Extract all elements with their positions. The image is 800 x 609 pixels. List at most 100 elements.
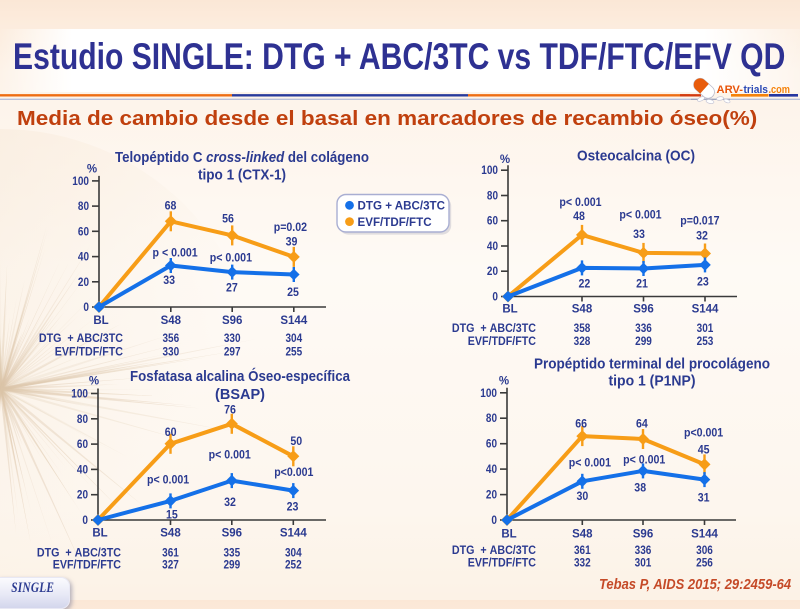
svg-text:306: 306: [696, 545, 713, 557]
svg-text:.com: .com: [769, 84, 791, 96]
svg-text:33: 33: [163, 273, 175, 287]
svg-text:38: 38: [634, 480, 646, 494]
svg-text:Osteocalcina (OC): Osteocalcina (OC): [577, 148, 695, 165]
svg-text:301: 301: [635, 558, 652, 570]
svg-text:p=0.017: p=0.017: [680, 214, 719, 228]
svg-text:253: 253: [697, 336, 714, 348]
svg-text:301: 301: [697, 323, 714, 335]
svg-text:S48: S48: [161, 315, 182, 327]
svg-text:60: 60: [77, 439, 88, 451]
svg-text:DTG + ABC/3TC: DTG + ABC/3TC: [452, 545, 536, 557]
svg-text:80: 80: [486, 413, 497, 425]
svg-text:p< 0.001: p< 0.001: [623, 453, 665, 467]
svg-text:336: 336: [635, 545, 652, 557]
svg-text:299: 299: [635, 336, 652, 348]
svg-text:361: 361: [574, 545, 591, 557]
svg-text:0: 0: [491, 515, 497, 527]
svg-text:tipo 1 (P1NP): tipo 1 (P1NP): [609, 373, 696, 390]
svg-text:DTG + ABC/3TC: DTG + ABC/3TC: [37, 547, 121, 559]
svg-text:trials: trials: [744, 84, 769, 96]
svg-text:297: 297: [224, 347, 241, 359]
svg-text:60: 60: [165, 425, 177, 439]
svg-text:66: 66: [575, 417, 587, 431]
svg-text:S144: S144: [692, 304, 719, 316]
svg-text:30: 30: [577, 489, 589, 503]
svg-text:256: 256: [696, 558, 713, 570]
svg-text:%: %: [499, 376, 509, 388]
svg-text:356: 356: [162, 333, 179, 345]
svg-text:p<0.001: p<0.001: [684, 426, 723, 440]
svg-text:DTG + ABC/3TC: DTG + ABC/3TC: [358, 200, 446, 213]
svg-text:31: 31: [698, 491, 710, 505]
svg-text:60: 60: [486, 439, 497, 451]
svg-text:100: 100: [72, 176, 89, 188]
svg-text:0: 0: [82, 515, 88, 527]
svg-text:BL: BL: [92, 528, 107, 540]
svg-text:%: %: [500, 154, 510, 166]
svg-text:21: 21: [636, 277, 648, 291]
svg-text:p< 0.001: p< 0.001: [147, 472, 189, 486]
svg-text:S144: S144: [280, 315, 307, 327]
svg-text:S96: S96: [222, 315, 242, 327]
svg-text:33: 33: [633, 227, 645, 241]
svg-text:p < 0.001: p < 0.001: [153, 245, 198, 259]
svg-text:DTG + ABC/3TC: DTG + ABC/3TC: [39, 333, 123, 345]
svg-text:64: 64: [636, 417, 648, 431]
svg-text:299: 299: [223, 559, 240, 571]
svg-text:ARV-: ARV-: [717, 84, 744, 96]
svg-text:S48: S48: [572, 529, 593, 541]
svg-text:40: 40: [78, 252, 89, 264]
svg-text:S96: S96: [222, 528, 242, 540]
svg-text:Propéptido terminal del procol: Propéptido terminal del procolágeno: [534, 356, 770, 373]
svg-text:80: 80: [77, 414, 88, 426]
svg-text:S144: S144: [691, 529, 718, 541]
svg-text:48: 48: [573, 209, 585, 223]
svg-text:32: 32: [224, 495, 236, 509]
svg-text:tipo 1 (CTX-1): tipo 1 (CTX-1): [198, 167, 286, 184]
svg-text:60: 60: [487, 216, 498, 228]
svg-text:(BSAP): (BSAP): [215, 386, 265, 403]
svg-text:335: 335: [223, 547, 240, 559]
svg-text:Fosfatasa alcalina Óseo-especí: Fosfatasa alcalina Óseo-específica: [130, 367, 351, 385]
svg-text:EVF/TDF/FTC: EVF/TDF/FTC: [468, 558, 536, 570]
svg-text:20: 20: [77, 490, 88, 502]
svg-text:EVF/TDF/FTC: EVF/TDF/FTC: [358, 216, 433, 229]
svg-text:%: %: [89, 376, 99, 388]
svg-text:25: 25: [287, 285, 299, 299]
svg-text:60: 60: [78, 226, 89, 238]
svg-text:255: 255: [285, 347, 302, 359]
svg-text:DTG + ABC/3TC: DTG + ABC/3TC: [452, 323, 536, 335]
svg-text:336: 336: [635, 323, 652, 335]
svg-text:p< 0.001: p< 0.001: [619, 208, 661, 222]
svg-text:100: 100: [71, 389, 88, 401]
svg-text:304: 304: [285, 333, 302, 345]
svg-text:56: 56: [222, 211, 234, 225]
svg-text:50: 50: [290, 434, 302, 448]
svg-text:330: 330: [224, 333, 241, 345]
svg-text:27: 27: [226, 280, 238, 294]
svg-text:S48: S48: [572, 304, 593, 316]
svg-text:p=0.02: p=0.02: [274, 220, 307, 234]
svg-text:EVF/TDF/FTC: EVF/TDF/FTC: [53, 559, 121, 571]
svg-text:39: 39: [286, 235, 298, 249]
svg-text:15: 15: [166, 508, 178, 522]
svg-text:p< 0.001: p< 0.001: [559, 195, 601, 209]
svg-text:40: 40: [77, 464, 88, 476]
svg-text:S48: S48: [160, 528, 181, 540]
svg-text:BL: BL: [93, 315, 108, 327]
svg-text:S96: S96: [633, 529, 653, 541]
svg-text:304: 304: [285, 547, 302, 559]
svg-text:45: 45: [698, 443, 710, 457]
svg-text:332: 332: [574, 558, 591, 570]
svg-text:252: 252: [285, 559, 302, 571]
svg-text:BL: BL: [502, 304, 517, 316]
svg-text:100: 100: [480, 388, 497, 400]
svg-text:20: 20: [486, 490, 497, 502]
svg-text:EVF/TDF/FTC: EVF/TDF/FTC: [468, 336, 536, 348]
svg-text:361: 361: [162, 547, 179, 559]
svg-text:S96: S96: [633, 304, 653, 316]
svg-text:0: 0: [83, 302, 89, 314]
svg-text:20: 20: [487, 266, 498, 278]
svg-text:32: 32: [696, 229, 708, 243]
svg-text:S144: S144: [280, 528, 307, 540]
